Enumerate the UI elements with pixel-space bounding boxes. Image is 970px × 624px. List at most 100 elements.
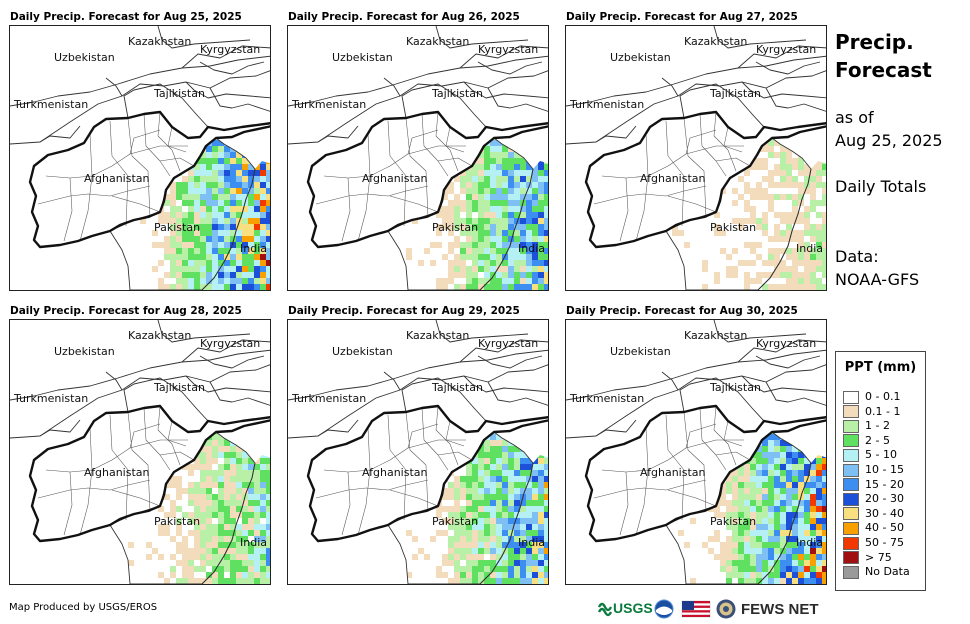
precip-cell — [218, 194, 224, 200]
precip-cell — [218, 512, 224, 518]
precip-cell — [230, 530, 236, 536]
precip-cell — [170, 218, 176, 224]
legend-item: 15 - 20 — [843, 478, 904, 492]
precip-cell — [454, 432, 460, 434]
precip-cell — [442, 488, 448, 494]
precip-cell — [532, 170, 538, 176]
precip-cell — [248, 494, 254, 500]
precip-cell — [478, 494, 484, 500]
precip-cell — [478, 248, 484, 254]
precip-cell — [460, 254, 466, 260]
precip-cell — [514, 542, 520, 548]
precip-cell — [460, 230, 466, 236]
precip-cell — [496, 218, 502, 224]
precip-cell — [732, 138, 738, 140]
precip-cell — [792, 248, 798, 254]
precip-cell — [526, 230, 532, 236]
precip-cell — [672, 230, 678, 236]
precip-cell — [780, 518, 786, 524]
precip-cell — [254, 164, 260, 170]
precip-cell — [804, 440, 810, 446]
precip-cell — [164, 494, 170, 500]
precip-cell — [822, 266, 826, 272]
precip-cell — [538, 260, 544, 266]
precip-cell — [502, 452, 508, 458]
province-boundary — [445, 126, 465, 153]
precip-cell — [514, 464, 520, 470]
precip-cell — [454, 542, 460, 548]
precip-cell — [792, 554, 798, 560]
precip-cell — [816, 266, 822, 272]
precip-cell — [726, 482, 732, 488]
country-label-kazakhstan: Kazakhstan — [684, 329, 747, 342]
legend-item: 0.1 - 1 — [843, 405, 900, 419]
precip-cell — [750, 440, 756, 446]
precip-cell — [194, 140, 200, 146]
precip-cell — [786, 542, 792, 548]
precip-cell — [254, 440, 260, 446]
precip-cell — [544, 440, 548, 446]
precip-cell — [744, 566, 750, 572]
precip-cell — [720, 422, 726, 428]
precip-cell — [164, 200, 170, 206]
precip-cell — [400, 140, 406, 146]
precip-cell — [466, 278, 472, 284]
precip-cell — [200, 164, 206, 170]
province-boundary — [593, 185, 707, 205]
precip-cell — [260, 432, 266, 434]
precip-cell — [484, 536, 490, 542]
country-border — [679, 377, 765, 422]
precip-cell — [436, 572, 442, 578]
precip-cell — [502, 440, 508, 446]
precip-cell — [538, 440, 544, 446]
precip-cell — [502, 224, 508, 230]
precip-cell — [484, 138, 490, 140]
precip-cell — [744, 488, 750, 494]
precip-cell — [478, 176, 484, 182]
precip-cell — [182, 182, 188, 188]
precip-cell — [798, 572, 804, 578]
province-boundary — [63, 471, 73, 536]
country-label-uzbekistan: Uzbekistan — [54, 51, 115, 64]
precip-cell — [478, 446, 484, 452]
precip-cell — [822, 138, 826, 140]
precip-cell — [792, 182, 798, 188]
precip-cell — [182, 140, 188, 146]
country-label-afghanistan: Afghanistan — [362, 172, 428, 185]
precip-cell — [532, 548, 538, 554]
precip-cell — [212, 578, 218, 584]
precip-cell — [768, 464, 774, 470]
precip-cell — [810, 530, 816, 536]
precip-cell — [514, 200, 520, 206]
precip-cell — [212, 470, 218, 476]
precip-cell — [212, 158, 218, 164]
precip-cell — [720, 542, 726, 548]
precip-cell — [460, 542, 466, 548]
precip-cell — [472, 218, 478, 224]
precip-cell — [266, 452, 270, 458]
precip-cell — [768, 500, 774, 506]
precip-cell — [810, 512, 816, 518]
precip-cell — [472, 122, 478, 128]
precip-cell — [792, 446, 798, 452]
precip-cell — [526, 548, 532, 554]
precip-cell — [224, 284, 230, 290]
precip-cell — [810, 464, 816, 470]
precip-cell — [454, 548, 460, 554]
precip-cell — [538, 482, 544, 488]
precip-cell — [538, 506, 544, 512]
precip-cell — [242, 458, 248, 464]
precip-cell — [738, 536, 744, 542]
precip-cell — [780, 140, 786, 146]
province-boundary — [723, 420, 743, 447]
precip-cell — [526, 140, 532, 146]
precip-cell — [520, 464, 526, 470]
province-boundary — [407, 423, 439, 449]
precip-cell — [260, 542, 266, 548]
precip-cell — [218, 530, 224, 536]
precip-cell — [266, 518, 270, 524]
precip-cell — [436, 212, 442, 218]
precip-cell — [526, 182, 532, 188]
precip-cell — [200, 446, 206, 452]
precip-cell — [496, 476, 502, 482]
